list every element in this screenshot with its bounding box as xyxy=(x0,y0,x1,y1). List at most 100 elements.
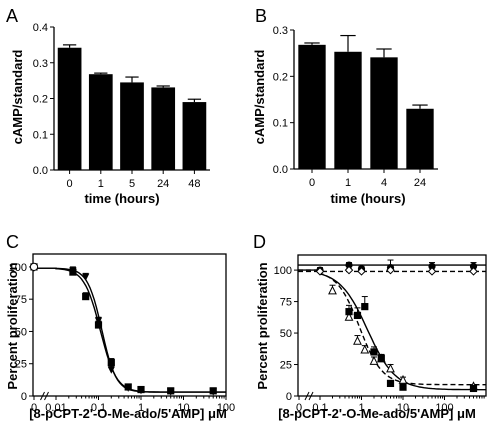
panel-a-ytick-label: 0.3 xyxy=(33,58,48,70)
panel-d-data-point xyxy=(344,311,354,321)
panel-c-data-point xyxy=(107,366,115,374)
panel-d-xlabel: [8-pCPT-2'-O-Me-ado/5'AMP] μM xyxy=(278,406,476,421)
panel-a-xtick-label: 48 xyxy=(188,178,200,190)
panel-a-ytick-label: 0.1 xyxy=(33,129,48,141)
panel-b-bar xyxy=(370,57,398,169)
panel-d-data-point xyxy=(398,374,408,384)
panel-d-data-point xyxy=(386,379,395,388)
panel-d-data-point xyxy=(353,335,362,345)
panel-c-data-point xyxy=(209,388,217,396)
panel-a-ytick-label: 0.2 xyxy=(33,94,48,106)
panel-b-xlabel: time (hours) xyxy=(330,191,405,206)
panel-a-xlabel: time (hours) xyxy=(84,191,159,206)
panel-d-data-point xyxy=(469,267,478,276)
panel-b-ytick-label: 0.1 xyxy=(273,118,288,130)
panel-b-bar xyxy=(334,51,362,169)
panel-a-xtick-label: 24 xyxy=(157,178,169,190)
panel-b-xtick-label: 4 xyxy=(381,177,387,189)
panel-b: B cAMP/standard time (hours) 0.0 0.1 0.2 0.… xyxy=(252,6,438,206)
panel-b-ylabel: cAMP/standard xyxy=(252,50,267,145)
panel-d-axis-break xyxy=(304,391,310,401)
panel-c-xtick-label: 0 xyxy=(31,402,37,414)
panel-d-ytick-label: 50 xyxy=(280,328,292,340)
panel-d-frame xyxy=(297,254,487,397)
panel-b-ytick-label: 0.2 xyxy=(273,71,288,83)
panel-d-data-point xyxy=(344,265,354,275)
panel-d-data-point xyxy=(469,384,478,393)
panel-d-data-point xyxy=(360,344,370,354)
panel-a-xtick-label: 5 xyxy=(129,178,135,190)
panel-d: D Percent proliferation [8-pCPT-2'-O-Me-… xyxy=(253,232,487,421)
panel-c-xtick-label: 10 xyxy=(177,402,189,414)
panel-c-data-point xyxy=(167,388,175,396)
panel-letter-d: D xyxy=(253,232,266,252)
panel-letter-a: A xyxy=(6,6,18,26)
panel-c-ylabel: Percent proliferation xyxy=(5,262,20,389)
panel-d-xtick-label: 10 xyxy=(397,402,409,414)
panel-d-ylabel: Percent proliferation xyxy=(255,262,270,389)
panel-c-fit-curve xyxy=(33,267,226,393)
panel-c-ytick-label: 0 xyxy=(21,391,27,403)
panel-c-xtick-label: 0.01 xyxy=(45,402,66,414)
panel-d-fit-curve xyxy=(298,269,486,386)
panel-b-xtick-label: 0 xyxy=(309,177,315,189)
panel-c-ytick-label: 100 xyxy=(9,262,27,274)
panel-a-ylabel: cAMP/standard xyxy=(10,50,25,145)
panel-d-data-point xyxy=(386,363,395,373)
panel-c-data-point xyxy=(82,273,90,281)
panel-c-data-point xyxy=(82,293,90,301)
panel-d-ytick-label: 100 xyxy=(274,265,292,277)
panel-d-xtick-label: 0.1 xyxy=(312,402,327,414)
panel-a-bar xyxy=(88,74,113,170)
panel-c-xtick-label: 100 xyxy=(217,402,235,414)
panel-d-data-point xyxy=(386,265,395,275)
panel-a: A cAMP/standard time (hours) 0.0 0.1 0.2 0.… xyxy=(6,6,210,206)
panel-d-data-point xyxy=(345,308,353,316)
panel-d-data-point xyxy=(399,383,407,391)
panel-b-xtick-label: 1 xyxy=(345,177,351,189)
panel-c-ytick-label: 75 xyxy=(15,294,27,306)
panel-d-data-point xyxy=(357,267,366,276)
panel-c-data-point xyxy=(94,321,103,329)
panel-a-xtick-label: 0 xyxy=(67,178,73,190)
panel-d-xtick-label: 1 xyxy=(358,402,364,414)
panel-d-data-point xyxy=(315,267,325,276)
panel-c-frame xyxy=(32,253,227,397)
panel-b-bar xyxy=(406,108,434,169)
panel-d-ytick-label: 75 xyxy=(280,297,292,309)
panel-c-xlabel: [8-pCPT-2'-O-Me-ado/5'AMP] μM xyxy=(29,406,227,421)
panel-b-ytick-label: 0.0 xyxy=(273,164,288,176)
panel-c-baseline-point xyxy=(29,262,39,272)
panel-c-axis-break xyxy=(44,391,49,401)
panel-d-data-point xyxy=(469,262,478,270)
panel-c-data-point xyxy=(137,387,145,395)
panel-c-data-point xyxy=(94,317,103,325)
panel-a-ytick-label: 0.0 xyxy=(33,165,48,177)
panel-c: C Percent proliferation [8-pCPT-2'-O-Me-… xyxy=(5,232,235,421)
panel-d-ytick-label: 25 xyxy=(280,360,292,372)
panel-c-data-point xyxy=(124,384,132,392)
panel-letter-b: B xyxy=(255,6,267,26)
panel-b-bar xyxy=(298,44,326,169)
panel-d-data-point xyxy=(345,261,353,269)
panel-c-ytick-label: 50 xyxy=(15,326,27,338)
panel-a-bar xyxy=(120,82,144,170)
panel-c-axis-break xyxy=(40,391,45,401)
panel-b-xtick-label: 24 xyxy=(414,177,426,189)
panel-d-data-point xyxy=(370,348,378,356)
panel-d-data-point xyxy=(328,285,337,295)
panel-c-fit-curve xyxy=(33,267,226,393)
panel-letter-c: C xyxy=(6,232,19,252)
panel-d-data-point xyxy=(428,262,436,270)
panel-c-xtick-label: 1 xyxy=(138,402,144,414)
panel-c-data-point xyxy=(69,267,77,275)
panel-c-data-point xyxy=(107,358,115,367)
panel-c-xtick-label: 0.1 xyxy=(91,402,106,414)
panel-a-xtick-label: 1 xyxy=(98,178,104,190)
panel-d-data-point xyxy=(427,267,437,276)
panel-d-data-point xyxy=(361,303,369,311)
panel-a-bar xyxy=(57,47,82,170)
panel-b-ytick-label: 0.3 xyxy=(273,25,288,37)
panel-a-ytick-label: 0.4 xyxy=(33,22,48,34)
